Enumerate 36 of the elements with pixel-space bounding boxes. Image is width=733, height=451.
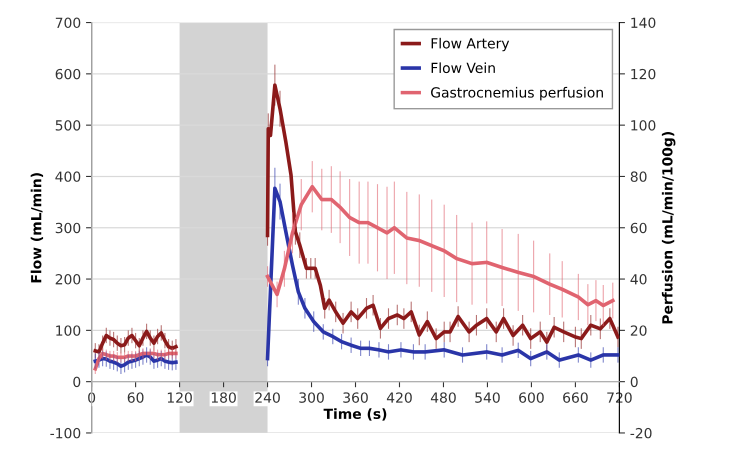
x-tick-label: 180 — [212, 392, 236, 403]
y-tick-label: 200 — [56, 274, 80, 285]
legend-label: Flow Artery — [432, 38, 510, 52]
x-axis-title: Time (s) — [324, 408, 386, 421]
x-tick-label: 60 — [128, 392, 144, 403]
x-tick-label: 120 — [168, 392, 192, 403]
legend-label: Gastrocnemius perfusion — [431, 86, 603, 100]
y-tick-label: 100 — [56, 325, 80, 336]
x-tick-label: 0 — [88, 392, 96, 403]
y-tick-label: 400 — [55, 171, 80, 182]
x-tick-label: 600 — [519, 392, 544, 403]
y2-tick-label: -20 — [630, 428, 652, 438]
y-tick-label: -100 — [50, 428, 80, 438]
y2-tick-label: 0 — [630, 376, 638, 388]
y-axis-title: Flow (mL/min) — [30, 173, 44, 282]
y-tick-label: 300 — [56, 222, 80, 234]
y2-tick-label: 140 — [631, 18, 656, 28]
y2-tick-label: 120 — [631, 68, 656, 80]
y-tick-label: 0 — [73, 376, 80, 388]
y-tick-label: 700 — [56, 18, 80, 28]
x-tick-label: 540 — [475, 392, 500, 403]
legend-label: Flow Vein — [432, 62, 495, 74]
x-tick-label: 300 — [299, 392, 324, 403]
y2-tick-label: 40 — [630, 274, 647, 285]
y2-axis-title: Perfusion (mL/min/100g) — [662, 132, 676, 324]
y2-tick-label: 80 — [630, 171, 647, 182]
x-tick-label: 420 — [386, 392, 412, 403]
y-tick-label: 500 — [56, 120, 80, 131]
y2-tick-label: 100 — [631, 120, 656, 131]
y2-tick-label: 20 — [630, 325, 647, 336]
x-tick-label: 360 — [343, 392, 368, 403]
x-tick-label: 480 — [430, 392, 456, 403]
x-tick-label: 240 — [255, 392, 280, 403]
y2-tick-label: 60 — [630, 222, 647, 234]
y-tick-label: 600 — [56, 68, 80, 80]
x-tick-label: 660 — [563, 392, 588, 403]
